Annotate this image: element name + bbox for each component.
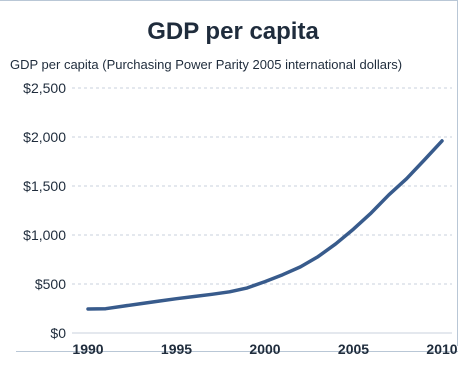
y-tick-label: $2,500 — [23, 80, 66, 96]
panel-bottom-rule — [16, 351, 458, 352]
y-axis-ticks: $0 $500 $1,000 $1,500 $2,000 $2,500 — [23, 80, 66, 341]
y-tick-label: $1,000 — [23, 227, 66, 243]
y-tick-label: $1,500 — [23, 178, 66, 194]
gridlines — [72, 87, 452, 334]
x-tick-label: 1990 — [72, 341, 103, 357]
x-tick-label: 2005 — [338, 341, 369, 357]
chart-subtitle: GDP per capita (Purchasing Power Parity … — [10, 57, 403, 72]
y-tick-label: $2,000 — [23, 129, 66, 145]
y-tick-label: $0 — [50, 325, 66, 341]
series-lines — [86, 139, 444, 311]
y-tick-label: $500 — [35, 276, 66, 292]
series-line — [86, 139, 444, 311]
x-tick-label: 1995 — [161, 341, 192, 357]
x-tick-label: 2010 — [426, 341, 457, 357]
x-tick-label: 2000 — [249, 341, 280, 357]
chart-title: GDP per capita — [147, 18, 319, 45]
x-axis-ticks: 1990 1995 2000 2005 2010 — [72, 341, 457, 357]
